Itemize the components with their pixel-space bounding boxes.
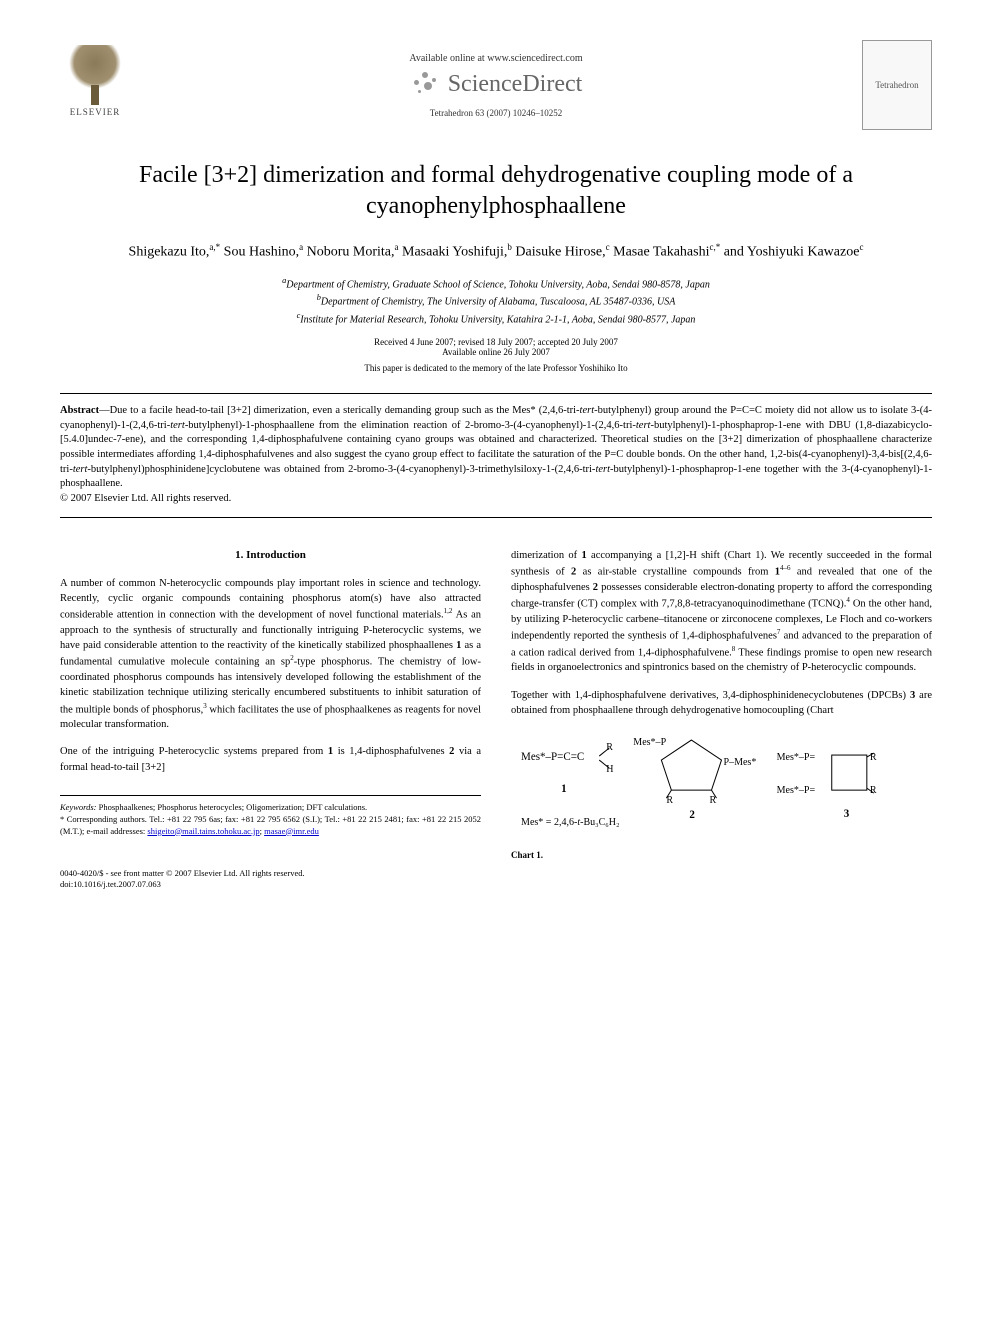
chart-1-caption: Chart 1. bbox=[511, 849, 932, 862]
intro-p2: One of the intriguing P-heterocyclic sys… bbox=[60, 744, 481, 774]
chart-1-figure: Mes*–P=C=C R H 1 Mes*–P P–Mes* R R 2 bbox=[511, 730, 932, 863]
sd-dots-icon bbox=[410, 70, 440, 100]
footnotes-block: Keywords: Phosphaalkenes; Phosphorus het… bbox=[60, 795, 481, 838]
bottom-meta: 0040-4020/$ - see front matter © 2007 El… bbox=[60, 868, 481, 892]
elsevier-logo: ELSEVIER bbox=[60, 45, 130, 125]
doi-line: doi:10.1016/j.tet.2007.07.063 bbox=[60, 879, 481, 891]
author-list: Shigekazu Ito,a,* Sou Hashino,a Noboru M… bbox=[60, 242, 932, 261]
svg-text:1: 1 bbox=[561, 783, 567, 795]
intro-heading: 1. Introduction bbox=[60, 548, 481, 564]
email-link-1[interactable]: shigeito@mail.tains.tohoku.ac.jp bbox=[147, 826, 259, 836]
affiliations: aDepartment of Chemistry, Graduate Schoo… bbox=[60, 275, 932, 327]
elsevier-tree-icon bbox=[65, 45, 125, 105]
keywords-label: Keywords: bbox=[60, 802, 97, 812]
article-dates: Received 4 June 2007; revised 18 July 20… bbox=[60, 337, 932, 357]
email-link-2[interactable]: masae@imr.edu bbox=[264, 826, 319, 836]
center-banner: Available online at www.sciencedirect.co… bbox=[130, 53, 862, 118]
intro-p4: Together with 1,4-diphosphafulvene deriv… bbox=[511, 688, 932, 718]
corresponding-authors: * Corresponding authors. Tel.: +81 22 79… bbox=[60, 814, 481, 838]
body-columns: 1. Introduction A number of common N-het… bbox=[60, 548, 932, 892]
svg-text:H: H bbox=[606, 764, 613, 775]
svg-text:Mes*–P=C=C: Mes*–P=C=C bbox=[521, 751, 584, 763]
received-revised-accepted: Received 4 June 2007; revised 18 July 20… bbox=[60, 337, 932, 347]
elsevier-label: ELSEVIER bbox=[70, 107, 121, 117]
right-column: dimerization of 1 accompanying a [1,2]-H… bbox=[511, 548, 932, 892]
journal-reference: Tetrahedron 63 (2007) 10246–10252 bbox=[130, 108, 862, 118]
issn-line: 0040-4020/$ - see front matter © 2007 El… bbox=[60, 868, 481, 880]
svg-text:3: 3 bbox=[844, 808, 850, 820]
abstract-block: Abstract—Due to a facile head-to-tail [3… bbox=[60, 393, 932, 518]
dedication-text: This paper is dedicated to the memory of… bbox=[60, 363, 932, 373]
keywords-text: Phosphaalkenes; Phosphorus heterocycles;… bbox=[97, 802, 368, 812]
article-title: Facile [3+2] dimerization and formal deh… bbox=[60, 160, 932, 222]
chart-1-svg: Mes*–P=C=C R H 1 Mes*–P P–Mes* R R 2 bbox=[511, 730, 932, 840]
abstract-body: —Due to a facile head-to-tail [3+2] dime… bbox=[60, 405, 932, 489]
keywords-line: Keywords: Phosphaalkenes; Phosphorus het… bbox=[60, 802, 481, 814]
publisher-banner: ELSEVIER Available online at www.science… bbox=[60, 40, 932, 130]
affiliation-c: cInstitute for Material Research, Tohoku… bbox=[60, 310, 932, 327]
svg-text:Mes*–P=: Mes*–P= bbox=[777, 752, 816, 763]
affiliation-b: bDepartment of Chemistry, The University… bbox=[60, 292, 932, 309]
mes-definition: Mes* = 2,4,6-t-Bu₃C₆H₂ bbox=[521, 817, 620, 828]
available-online-date: Available online 26 July 2007 bbox=[60, 347, 932, 357]
left-column: 1. Introduction A number of common N-het… bbox=[60, 548, 481, 892]
svg-text:Mes*–P: Mes*–P bbox=[633, 737, 666, 748]
svg-text:Mes*–P=: Mes*–P= bbox=[777, 785, 816, 796]
sd-name: ScienceDirect bbox=[448, 71, 583, 98]
available-online-text: Available online at www.sciencedirect.co… bbox=[130, 53, 862, 64]
journal-cover-name: Tetrahedron bbox=[875, 80, 918, 90]
intro-p1: A number of common N-heterocyclic compou… bbox=[60, 576, 481, 733]
svg-text:R: R bbox=[606, 742, 613, 753]
sciencedirect-logo: ScienceDirect bbox=[130, 70, 862, 100]
svg-text:P–Mes*: P–Mes* bbox=[724, 757, 757, 768]
affiliation-a: aDepartment of Chemistry, Graduate Schoo… bbox=[60, 275, 932, 292]
intro-p3: dimerization of 1 accompanying a [1,2]-H… bbox=[511, 548, 932, 676]
abstract-label: Abstract bbox=[60, 405, 99, 416]
svg-text:2: 2 bbox=[689, 809, 695, 821]
abstract-copyright: © 2007 Elsevier Ltd. All rights reserved… bbox=[60, 493, 231, 504]
journal-cover-thumb: Tetrahedron bbox=[862, 40, 932, 130]
